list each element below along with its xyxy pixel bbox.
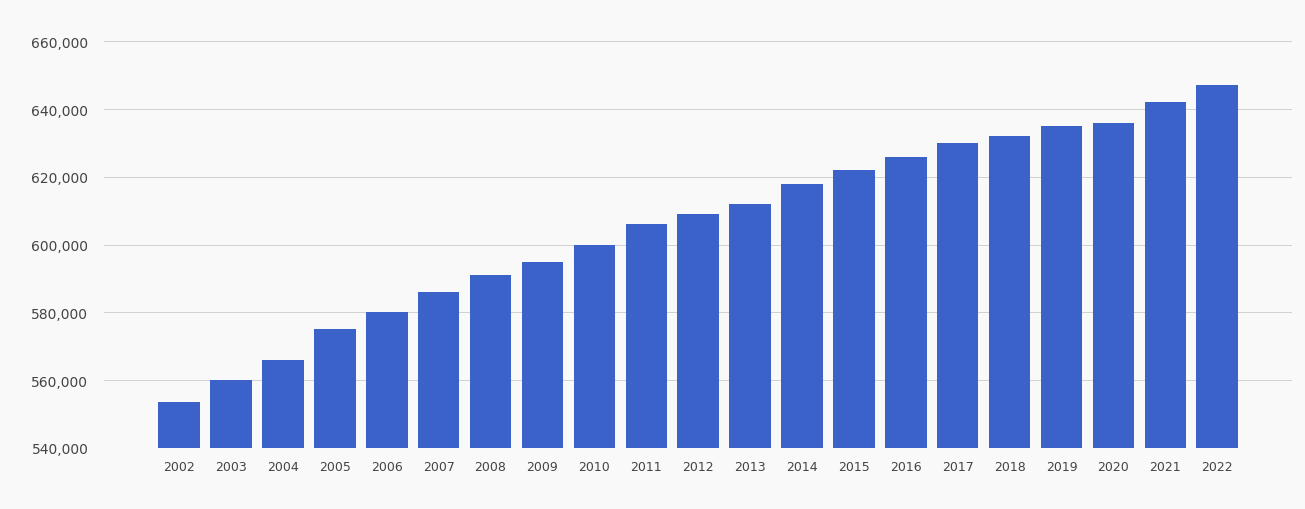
Bar [470, 275, 512, 448]
Bar [782, 184, 822, 448]
Bar [418, 293, 459, 448]
Bar [210, 380, 252, 448]
Bar [574, 245, 615, 448]
Bar [625, 225, 667, 448]
Bar [937, 144, 979, 448]
Bar [1092, 123, 1134, 448]
Bar [158, 402, 200, 448]
Bar [833, 171, 874, 448]
Bar [729, 205, 771, 448]
Bar [262, 360, 304, 448]
Bar [989, 137, 1031, 448]
Bar [365, 313, 407, 448]
Bar [1041, 127, 1082, 448]
Bar [677, 215, 719, 448]
Bar [315, 330, 355, 448]
Bar [885, 157, 927, 448]
Bar [1144, 103, 1186, 448]
Bar [1197, 86, 1238, 448]
Bar [522, 262, 564, 448]
